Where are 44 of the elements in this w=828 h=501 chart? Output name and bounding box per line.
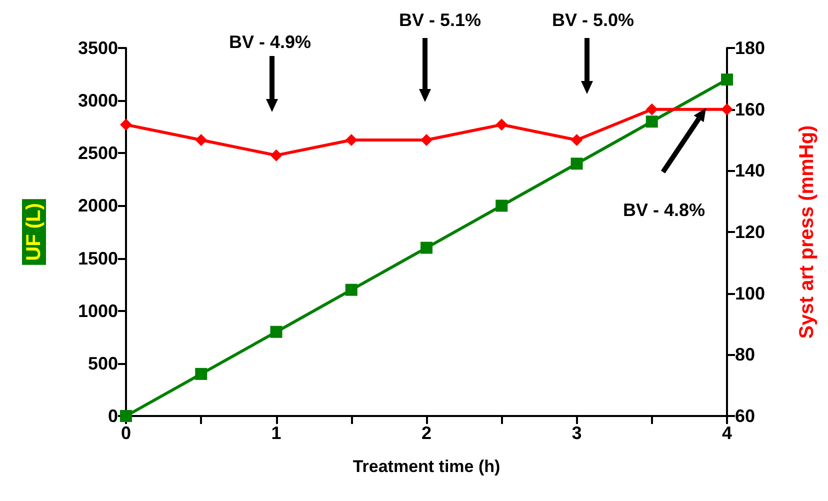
point (345, 284, 358, 296)
y2-tick-label: 80 (735, 344, 756, 365)
y2-tick-label: 60 (735, 406, 756, 426)
text: BV - 5.1% (398, 10, 482, 30)
y-tick-label: 1500 (78, 248, 118, 268)
y-axis-title: UF (L) (23, 203, 45, 261)
point (721, 74, 733, 86)
point (195, 134, 208, 146)
point (496, 118, 508, 131)
point (646, 103, 658, 116)
y-tick-label: 3500 (78, 38, 118, 58)
y2-axis-title: Syst art press (mmHg) (796, 125, 818, 339)
point (420, 134, 432, 146)
point (496, 200, 508, 212)
y-tick-label: 3000 (78, 90, 118, 111)
point (120, 118, 132, 131)
point (570, 158, 583, 170)
annotation: BV - 4.8% (622, 200, 706, 220)
y-tick-label: 1000 (78, 300, 118, 321)
y2-tick-label: 100 (735, 283, 766, 304)
y-tick-label: 2000 (78, 196, 118, 216)
x-axis-title: Treatment time (h) (352, 457, 500, 476)
y2-tick-label: 120 (735, 222, 766, 242)
x-tick-label: 4 (722, 423, 732, 443)
point (270, 326, 282, 338)
y-tick-label: 500 (88, 353, 118, 374)
point (570, 134, 583, 146)
text: BV - 5.0% (552, 10, 634, 30)
y2-tick-label: 180 (735, 38, 766, 58)
point (270, 149, 282, 162)
point (646, 116, 658, 128)
x-tick-label: 1 (271, 423, 282, 443)
point (420, 242, 432, 254)
annotation: BV - 4.9% (228, 32, 312, 52)
x-tick-label: 0 (120, 423, 132, 443)
point (345, 134, 358, 146)
point (195, 368, 208, 380)
point (721, 103, 733, 116)
x-tick-label: 3 (572, 423, 582, 443)
x-tick-label: 2 (421, 423, 432, 443)
y2-tick-label: 140 (735, 160, 766, 181)
y2-tick-label: 160 (735, 99, 766, 120)
y-tick-label: 2500 (78, 143, 118, 164)
y-tick-label: 0 (108, 406, 118, 426)
